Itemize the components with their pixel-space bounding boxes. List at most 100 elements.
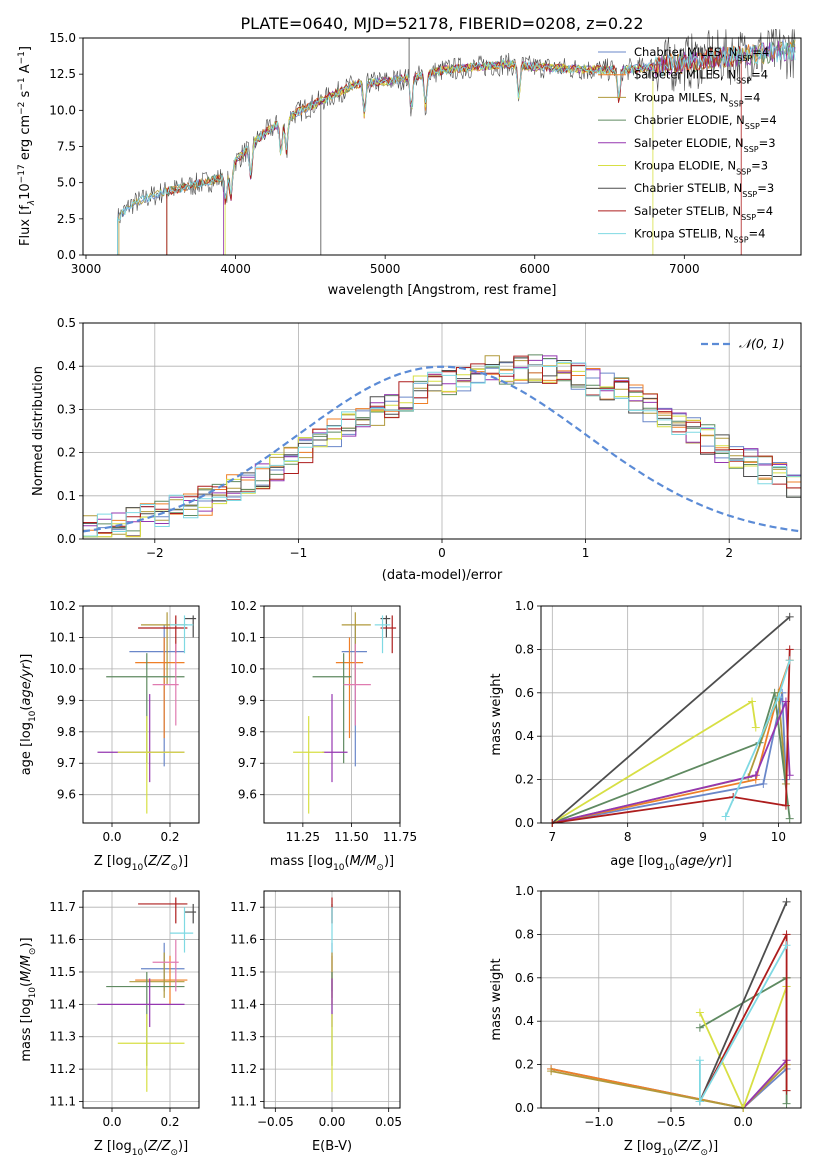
axis-label-part: ⊙ (376, 863, 384, 873)
y-tick-label: 9.6 (238, 788, 257, 802)
weight-series (699, 901, 788, 1102)
legend-entry: Salpeter STELIB, NSSP=4 (634, 204, 773, 222)
axis-label-part: )] (19, 654, 34, 664)
axis-label-part: Flux [f (18, 205, 33, 246)
axis-label: wavelength [Angstrom, rest frame] (328, 283, 557, 298)
axis-label: Normed distribution (31, 366, 46, 496)
axis-label-part: −1 (17, 77, 27, 90)
legend-entry: Salpeter ELODIE, NSSP=3 (634, 136, 776, 154)
axis-label: age [log10(age/yr)] (610, 854, 732, 873)
axis-label-part: mass [log (19, 998, 34, 1061)
x-tick-label: −0.5 (656, 1115, 685, 1129)
y-tick-label: 11.6 (49, 933, 76, 947)
axes-frame (82, 890, 200, 1109)
y-tick-label: 9.8 (57, 725, 76, 739)
axis-label-part: Z/Z (147, 854, 171, 869)
y-tick-label: 11.6 (230, 933, 257, 947)
axis-label-part: 10 (132, 863, 144, 873)
figure-title: PLATE=0640, MJD=52178, FIBERID=0208, z=0… (240, 14, 643, 33)
x-tick-label: 9 (699, 830, 707, 844)
x-tick-label: −1.0 (584, 1115, 613, 1129)
y-tick-label: 10.1 (49, 630, 76, 644)
histogram-series (82, 357, 801, 539)
legend-entry: Chabrier ELODIE, NSSP=4 (634, 113, 777, 131)
axis-label: Z [log10(Z/Z⊙)] (94, 854, 188, 873)
axis-label-part: 10 (18, 183, 33, 200)
histogram-series (82, 361, 801, 539)
y-tick-label: 10.2 (49, 599, 76, 613)
y-tick-label: 7.5 (57, 140, 76, 154)
axis-label-part: Normed distribution (31, 366, 46, 496)
y-tick-label: 11.7 (230, 900, 257, 914)
spectrum-line (117, 42, 796, 255)
axis-label-part: erg cm (18, 115, 33, 164)
x-tick-label: 0.0 (734, 1115, 753, 1129)
axis-label: mass [log10(M/M⊙)] (19, 937, 38, 1061)
spectrum-line (224, 59, 654, 255)
axis-label-part: Z/Z (147, 1139, 171, 1154)
weight-series (551, 692, 791, 824)
axis-label-part: ( (675, 854, 680, 869)
y-tick-label: 10.0 (49, 103, 76, 117)
axis-label-part: ⊙ (28, 948, 38, 956)
axis-label-part: M/M (350, 854, 377, 869)
axis-label: Flux [fλ10−17 erg cm−2 s−1 A−1] (17, 46, 37, 246)
legend-entry: Kroupa STELIB, NSSP=4 (634, 227, 765, 245)
x-tick-label: −2 (146, 546, 164, 560)
y-tick-label: 12.5 (49, 67, 76, 81)
residual-histogram-panel: −2 −1 0 1 2 0.0 0.1 0.2 0.3 0.4 0.5 𝒩(0, 1) (data-mo… (31, 316, 802, 583)
x-tick-label: 1 (582, 546, 590, 560)
x-tick-label: 8 (624, 830, 632, 844)
y-tick-label: 0.8 (515, 642, 534, 656)
legend-entry: Salpeter MILES, NSSP=4 (634, 68, 768, 86)
axis-label-part: )] (178, 1139, 188, 1154)
y-tick-label: 0.2 (515, 1058, 534, 1072)
axes-frame (82, 37, 802, 256)
y-tick-label: 0.6 (515, 686, 534, 700)
mass-vs-ebv-panel: −0.05 0.00 0.05 11.1 11.2 11.3 11.4 11.5 11.6 11.… (230, 890, 402, 1154)
axis-label-part: A (18, 64, 33, 77)
axis-label-part: ( (345, 854, 350, 869)
x-tick-label: 0.2 (160, 830, 179, 844)
axes-frame (540, 890, 802, 1109)
axis-label: Z [log10(Z/Z⊙)] (94, 1139, 188, 1158)
axis-label: Z [log10(Z/Z⊙)] (624, 1139, 718, 1158)
y-tick-label: 1.0 (515, 884, 534, 898)
y-tick-label: 9.7 (57, 756, 76, 770)
histogram-series (82, 355, 801, 539)
y-tick-label: 10.0 (49, 662, 76, 676)
x-tick-label: 11.75 (383, 830, 417, 844)
normal-curve (82, 365, 802, 533)
age-vs-metallicity-panel: 0.0 0.29.69.79.89.910.010.110.2Z [log10(Z… (19, 599, 200, 873)
axes-frame (263, 890, 401, 1109)
y-tick-label: 0.4 (515, 729, 534, 743)
weight-series (552, 660, 791, 824)
axis-label-part: ⊙ (170, 1148, 178, 1158)
axis-label-part: ( (19, 706, 34, 711)
axis-label-part: −17 (17, 164, 27, 183)
y-tick-label: 15.0 (49, 31, 76, 45)
legend-entry: Kroupa MILES, NSSP=4 (634, 90, 760, 108)
y-tick-label: 9.6 (57, 788, 76, 802)
axis-label: mass [log10(M/M⊙)] (270, 854, 394, 873)
axis-label-part: Z [log (624, 1139, 662, 1154)
legend-entry: Kroupa ELODIE, NSSP=3 (634, 159, 768, 177)
axis-label-part: Z [log (94, 1139, 132, 1154)
y-tick-label: 11.7 (49, 900, 76, 914)
y-tick-label: 10.1 (230, 630, 257, 644)
y-tick-label: 11.5 (49, 965, 76, 979)
axis-label-part: age [log (610, 854, 663, 869)
y-tick-label: 11.1 (230, 1095, 257, 1109)
y-tick-label: 0.0 (57, 248, 76, 262)
y-tick-label: 0.4 (57, 359, 76, 373)
x-tick-label: 11.25 (286, 830, 320, 844)
mass-vs-metallicity-panel: 0.0 0.2 11.1 11.2 11.3 11.4 11.5 11.6 11.7 Z [log… (19, 890, 200, 1158)
x-tick-label: 10 (771, 830, 786, 844)
y-tick-label: 0.0 (515, 1101, 534, 1115)
axis-label: (data-model)/error (382, 568, 503, 583)
y-tick-label: 9.8 (238, 725, 257, 739)
x-tick-label: 5000 (370, 262, 401, 276)
axis-label: age [log10(age/yr)] (19, 654, 38, 776)
axis-label-part: Z [log (94, 854, 132, 869)
axis-label-part: E(B-V) (312, 1139, 352, 1154)
